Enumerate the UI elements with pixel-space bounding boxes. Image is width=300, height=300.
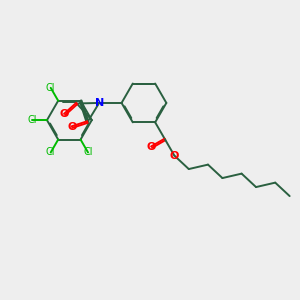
- Text: O: O: [60, 110, 69, 119]
- Text: O: O: [147, 142, 156, 152]
- Text: Cl: Cl: [46, 148, 56, 158]
- Text: Cl: Cl: [83, 148, 93, 158]
- Text: Cl: Cl: [46, 83, 56, 93]
- Text: Cl: Cl: [27, 115, 37, 125]
- Text: O: O: [170, 151, 179, 160]
- Text: N: N: [94, 98, 104, 108]
- Text: O: O: [67, 122, 76, 132]
